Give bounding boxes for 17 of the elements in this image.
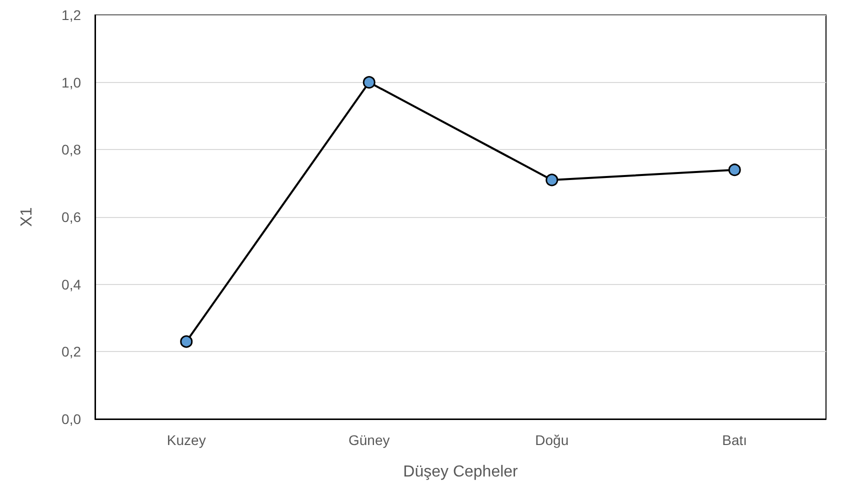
y-tick-label: 1,2 xyxy=(62,7,82,23)
y-tick-label: 1,0 xyxy=(62,74,82,90)
x-tick-label: Güney xyxy=(348,432,390,448)
point xyxy=(362,76,376,89)
y-tick-label: 0,2 xyxy=(62,344,82,360)
point xyxy=(180,335,193,348)
x-axis-title: Düşey Cepheler xyxy=(403,464,519,480)
point xyxy=(546,174,558,186)
y-tick-label: 0,0 xyxy=(62,411,82,427)
x-tick-label: Kuzey xyxy=(166,432,206,448)
y-tick-label: 0,6 xyxy=(62,209,82,225)
x-tick-label: Doğu xyxy=(535,432,569,448)
y-axis-title: X1 xyxy=(18,207,36,227)
x-tick-label: Batı xyxy=(722,432,748,448)
point xyxy=(728,164,741,176)
y-tick-label: 0,4 xyxy=(62,276,82,292)
y-tick-label: 0,8 xyxy=(62,142,82,158)
